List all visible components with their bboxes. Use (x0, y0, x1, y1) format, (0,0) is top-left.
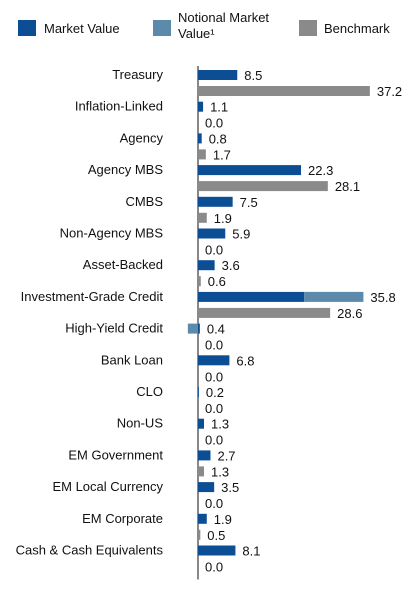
category-label: CMBS (125, 194, 163, 209)
bar-benchmark (198, 181, 328, 192)
data-label-market-value: 7.5 (240, 195, 258, 210)
bar-market-value (198, 450, 211, 461)
data-label-market-value: 3.6 (222, 258, 240, 273)
data-label-market-value: 1.9 (214, 512, 232, 527)
data-label-benchmark: 0.5 (207, 528, 225, 543)
data-label-market-value: 3.5 (221, 480, 239, 495)
category-label: EM Corporate (82, 511, 163, 526)
bar-market-value (198, 355, 230, 366)
category-label: CLO (136, 384, 163, 399)
bar-market-value (198, 196, 233, 207)
bar-market-value (198, 482, 215, 493)
bar-market-value (198, 323, 200, 334)
category-label: Agency (120, 130, 164, 145)
data-label-benchmark: 0.0 (205, 560, 223, 575)
legend-1-label-line1: Notional Market (178, 10, 269, 25)
data-label-market-value: 0.4 (207, 322, 225, 337)
bar-benchmark (198, 529, 201, 540)
data-label-market-value: 35.8 (370, 290, 395, 305)
bar-benchmark (198, 276, 201, 287)
data-label-benchmark: 0.6 (208, 274, 226, 289)
data-label-market-value: 1.3 (211, 417, 229, 432)
bar-benchmark (198, 466, 205, 477)
data-label-benchmark: 28.6 (337, 306, 362, 321)
data-label-benchmark: 0.0 (205, 369, 223, 384)
bar-benchmark (198, 307, 331, 318)
bar-market-value (198, 418, 205, 429)
bar-benchmark (198, 212, 207, 223)
data-label-market-value: 8.5 (244, 68, 262, 83)
bar-market-value (198, 101, 204, 112)
category-label: Agency MBS (88, 162, 163, 177)
bar-market-value (198, 291, 305, 302)
category-label: Treasury (112, 67, 163, 82)
data-label-benchmark: 0.0 (205, 243, 223, 258)
data-label-benchmark: 0.0 (205, 496, 223, 511)
legend-2-swatch (299, 20, 317, 36)
legend-1-swatch (153, 20, 171, 36)
bar-market-value (198, 165, 302, 176)
data-label-market-value: 22.3 (308, 163, 333, 178)
data-label-market-value: 0.8 (209, 131, 227, 146)
data-label-benchmark: 1.9 (214, 211, 232, 226)
bar-benchmark (198, 149, 206, 160)
category-label: Non-Agency MBS (60, 226, 164, 241)
bar-benchmark (198, 86, 370, 96)
category-label: Cash & Cash Equivalents (16, 543, 164, 558)
data-label-benchmark: 0.0 (205, 116, 223, 131)
data-label-benchmark: 37.2 (377, 84, 402, 99)
data-label-benchmark: 28.1 (335, 179, 360, 194)
data-label-benchmark: 1.7 (213, 147, 231, 162)
category-label: High-Yield Credit (65, 321, 163, 336)
category-label: EM Government (68, 447, 163, 462)
data-label-benchmark: 0.0 (205, 401, 223, 416)
bar-market-value (198, 513, 207, 524)
category-label: Non-US (117, 416, 164, 431)
data-label-market-value: 0.2 (206, 385, 224, 400)
category-label: Inflation-Linked (75, 99, 163, 114)
legend-1-label-line2: Value¹ (178, 26, 215, 41)
bar-notional-market-value (187, 323, 198, 334)
bar-market-value (198, 387, 199, 397)
data-label-benchmark: 0.0 (205, 433, 223, 448)
category-label: Asset-Backed (83, 257, 163, 272)
bar-market-value (198, 545, 236, 556)
data-label-benchmark: 1.3 (211, 464, 229, 479)
data-label-market-value: 5.9 (232, 227, 250, 242)
data-label-benchmark: 0.0 (205, 338, 223, 353)
bar-market-value (198, 228, 226, 239)
data-label-market-value: 6.8 (236, 353, 254, 368)
data-label-market-value: 8.1 (242, 544, 260, 559)
bar-market-value (198, 260, 215, 271)
bar-notional-market-value (304, 291, 364, 302)
bar-market-value (198, 70, 238, 80)
category-label: Bank Loan (101, 352, 163, 367)
category-label: EM Local Currency (52, 479, 163, 494)
bar-market-value (198, 133, 202, 144)
legend-0-swatch (18, 20, 36, 36)
data-label-market-value: 2.7 (217, 448, 235, 463)
legend-2-label: Benchmark (324, 21, 390, 36)
data-label-market-value: 1.1 (210, 100, 228, 115)
legend-0-label: Market Value (44, 21, 120, 36)
category-label: Investment-Grade Credit (21, 289, 164, 304)
